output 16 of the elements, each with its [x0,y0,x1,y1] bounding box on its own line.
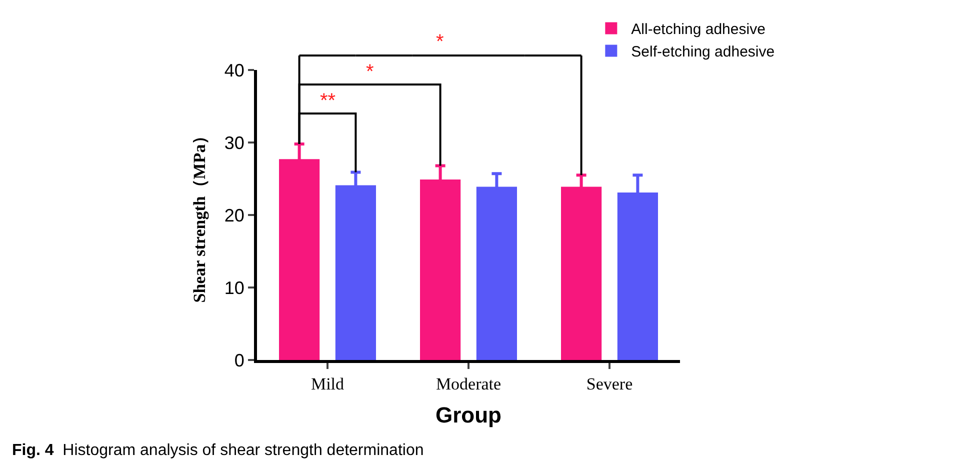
y-tick-label: 40 [224,60,244,80]
x-tick-label: Severe [586,374,633,394]
annotation: ** [320,90,336,112]
y-tick-label: 0 [234,350,244,370]
annotation: * [366,61,374,83]
y-axis-title: Shear strength（MPa） [190,127,209,303]
y-tick-label: 30 [224,132,244,153]
x-tick-label: Moderate [436,374,502,394]
y-tick-label: 20 [224,205,244,226]
y-tick-label: 10 [224,278,244,298]
text: * [436,31,444,53]
caption: Fig. 4 Histogram analysis of shear strength determination [12,442,424,459]
x-tick-label: Mild [310,374,345,394]
x-axis-title: Group [436,402,502,428]
legend-label: All-etching adhesive [631,21,766,38]
legend-label: Self-etching adhesive [631,44,775,61]
